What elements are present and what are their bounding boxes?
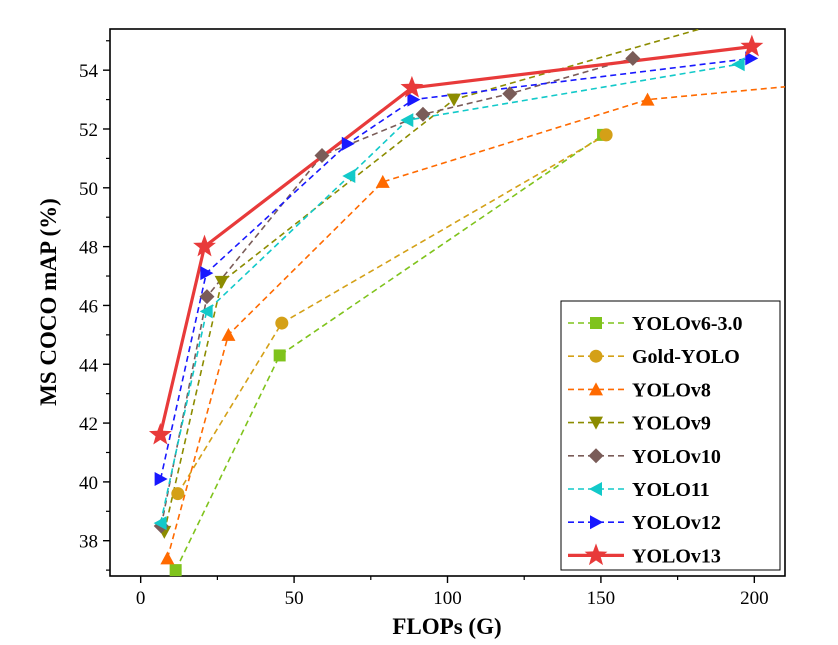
legend-marker-yolo11	[589, 482, 602, 496]
point-yolov8	[160, 551, 175, 565]
point-yolov12	[200, 266, 214, 281]
y-tick-label: 50	[79, 179, 98, 200]
point-yolov10	[625, 50, 641, 66]
legend-label-yolo11: YOLO11	[632, 479, 710, 501]
point-yolov10	[502, 86, 518, 102]
series-line-yolov8	[166, 85, 785, 559]
legend-label-gold-yolo: Gold-YOLO	[632, 346, 740, 368]
marker-layer	[148, 34, 764, 577]
point-yolov12	[154, 471, 168, 486]
y-tick-label: 44	[79, 355, 99, 376]
series-line-yolov6-3-0	[174, 134, 604, 571]
legend: YOLOv6-3.0 Gold-YOLO YOLOv8 YOLOv9 YOLOv10 YO…	[560, 300, 781, 571]
point-gold-yolo	[599, 128, 613, 142]
point-yolov6-3-0	[169, 564, 182, 577]
x-tick-label: 50	[285, 588, 304, 609]
y-tick-label: 38	[79, 532, 98, 553]
legend-marker-yolov6-3-0	[590, 317, 602, 329]
point-yolov13	[400, 75, 424, 98]
point-yolov9	[214, 275, 229, 289]
legend-label-yolov9: YOLOv9	[632, 413, 711, 435]
point-yolo11	[342, 169, 356, 184]
y-tick-label: 52	[79, 120, 98, 141]
series-line-yolov9	[163, 29, 703, 533]
legend-marker-yolov12	[590, 515, 603, 530]
y-tick-label: 54	[79, 61, 99, 82]
x-tick-label: 100	[433, 588, 462, 609]
legend-marker-yolov10	[588, 448, 604, 464]
point-yolov8	[375, 174, 390, 188]
point-yolov8	[221, 327, 236, 341]
legend-marker-gold-yolo	[589, 349, 603, 363]
legend-label-yolov12: YOLOv12	[632, 512, 721, 534]
legend-box	[560, 300, 781, 571]
point-yolov13	[148, 422, 172, 445]
legend-label-yolov10: YOLOv10	[632, 446, 721, 468]
point-yolov13	[193, 234, 216, 257]
y-axis-ticks: 38 40 42 44 46 48 50 52 54	[79, 40, 110, 571]
series-line-gold-yolo	[177, 134, 607, 495]
legend-marker-yolov9	[589, 416, 603, 430]
y-axis-title: MS COCO mAP (%)	[36, 198, 61, 406]
x-tick-label: 200	[740, 588, 769, 609]
x-tick-label: 150	[587, 588, 616, 609]
legend-label-yolov6-3-0: YOLOv6-3.0	[632, 313, 743, 335]
y-tick-label: 40	[79, 473, 98, 494]
legend-marker-yolov8	[589, 382, 603, 396]
legend-marker-yolov13	[584, 543, 608, 566]
series-line-yolov10	[160, 57, 634, 527]
x-axis-ticks: 0 50 100 150 200	[136, 576, 769, 609]
point-yolov12	[341, 136, 355, 151]
point-yolov10	[314, 147, 330, 163]
point-gold-yolo	[275, 316, 289, 330]
y-tick-label: 48	[79, 238, 98, 259]
point-yolov10	[415, 106, 431, 122]
point-yolov9	[446, 93, 461, 107]
point-yolov12	[407, 92, 421, 107]
point-yolov6-3-0	[273, 349, 286, 362]
point-yolo11	[199, 304, 213, 319]
point-yolov8	[640, 92, 655, 106]
point-yolo11	[731, 57, 745, 72]
y-tick-label: 42	[79, 414, 98, 435]
x-tick-label: 0	[136, 588, 146, 609]
point-yolo11	[400, 113, 414, 128]
y-tick-label: 46	[79, 296, 98, 317]
point-yolov13	[740, 34, 764, 57]
point-yolo11	[153, 516, 167, 531]
legend-label-yolov13: YOLOv13	[632, 545, 721, 567]
legend-label-yolov8: YOLOv8	[632, 379, 711, 401]
point-yolov12	[745, 51, 759, 66]
point-gold-yolo	[171, 487, 185, 501]
x-axis-title: FLOPs (G)	[392, 614, 501, 639]
series-line-yolov13	[158, 45, 753, 436]
point-yolov10	[199, 289, 215, 305]
